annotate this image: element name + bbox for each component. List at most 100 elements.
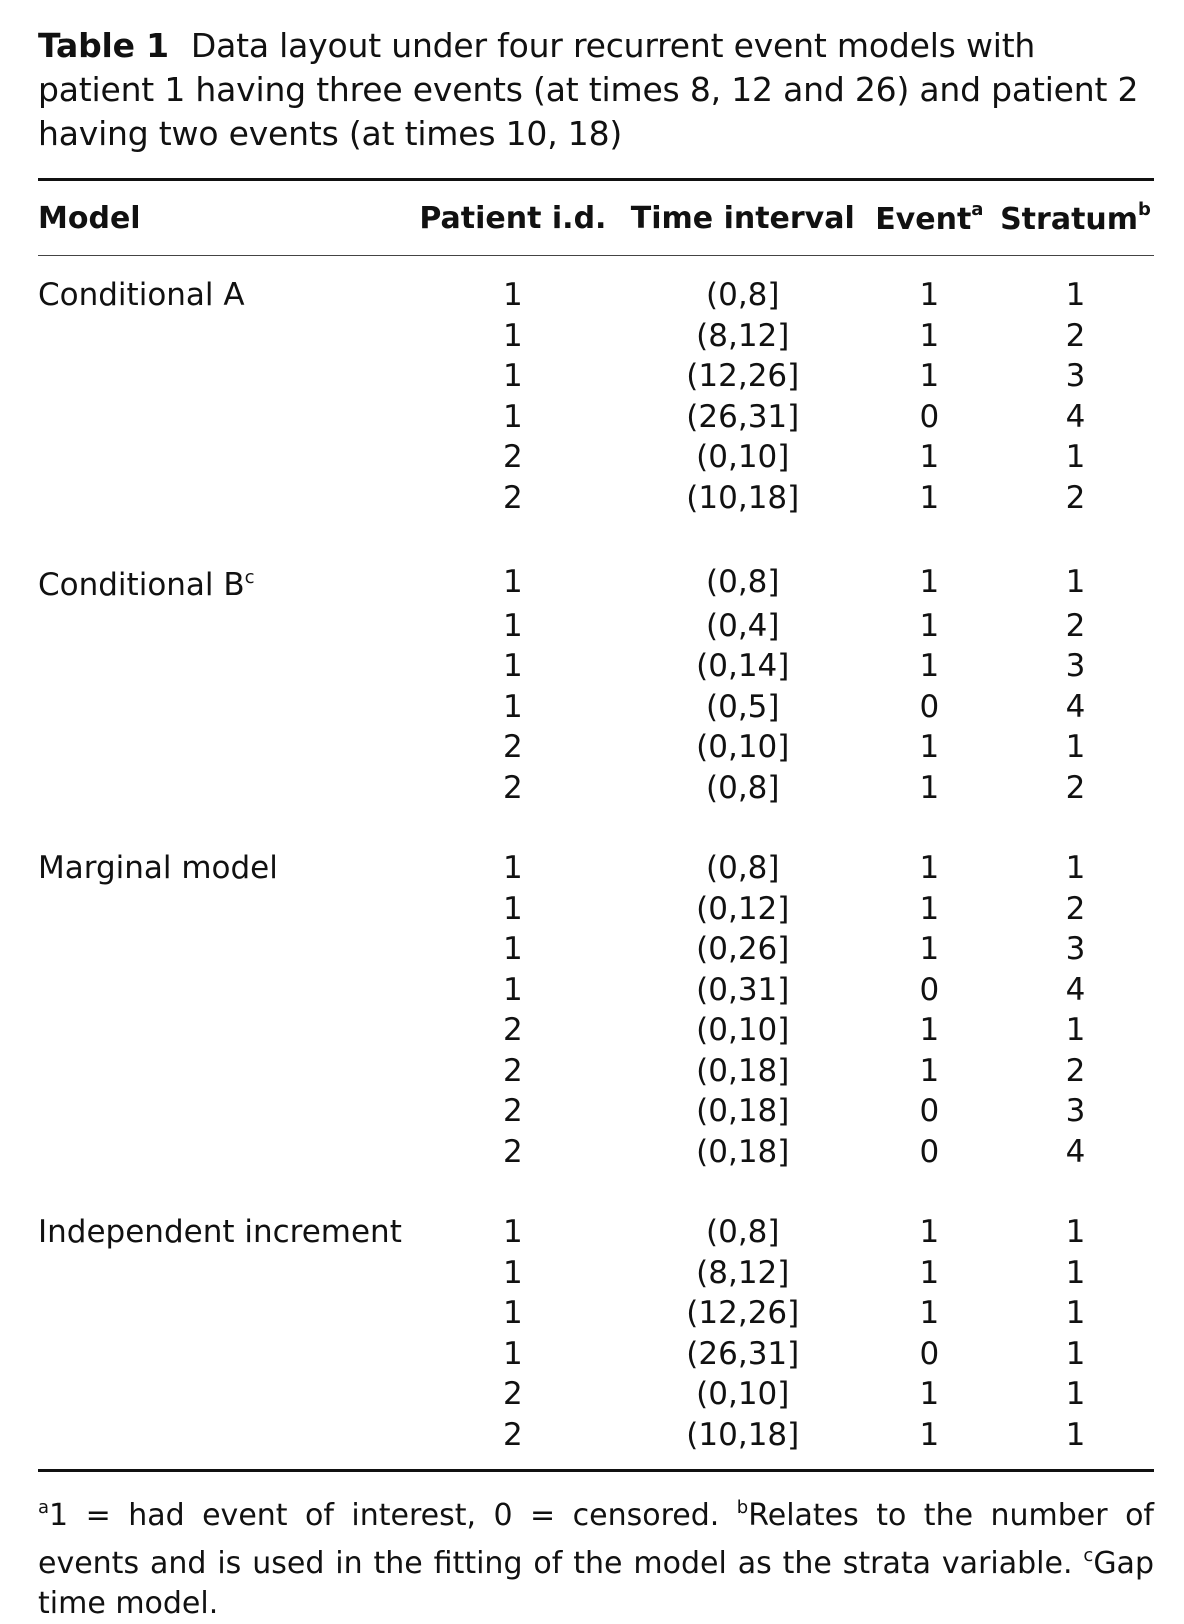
time-interval-cell: (0,18] xyxy=(696,1093,790,1129)
patient-id-cell: 2 xyxy=(503,479,523,516)
footnote-mark: b xyxy=(736,1497,749,1518)
event-cell: 1 xyxy=(919,439,940,475)
patient-id-cell: 2 xyxy=(503,1416,523,1453)
model-name-cell: Conditional A xyxy=(38,275,402,316)
table-row: 2 (0,18] 0 4 xyxy=(38,1132,1154,1173)
patient-id-cell: 2 xyxy=(503,1012,523,1048)
event-cell: 1 xyxy=(919,1416,940,1453)
model-name: Independent increment xyxy=(38,1214,402,1250)
patient-id-cell: 1 xyxy=(503,1295,523,1331)
table-row: 1 (12,26] 1 3 xyxy=(38,356,1154,397)
patient-id-cell: 2 xyxy=(503,769,523,806)
table-footnotes: a1 = had event of interest, 0 = censored… xyxy=(38,1488,1154,1624)
patient-id-cell: 2 xyxy=(503,1093,523,1129)
stratum-cell: 2 xyxy=(1065,479,1086,516)
stratum-cell: 1 xyxy=(1065,1335,1086,1372)
table-row: Conditional A 1 (0,8] 1 1 xyxy=(38,275,1154,316)
top-rule xyxy=(38,178,1154,181)
table-row: 1 (0,31] 0 4 xyxy=(38,970,1154,1011)
event-cell: 1 xyxy=(919,1052,940,1089)
model-name: Marginal model xyxy=(38,850,278,886)
time-interval-cell: (0,8] xyxy=(706,563,780,600)
bottom-rule xyxy=(38,1469,1154,1472)
model-empty-cell xyxy=(38,889,402,930)
model-empty-cell xyxy=(38,687,402,728)
header-model: Model xyxy=(38,200,141,236)
model-empty-cell xyxy=(38,768,402,809)
patient-id-cell: 1 xyxy=(503,317,523,354)
table-row: Independent increment 1 (0,8] 1 1 xyxy=(38,1212,1154,1253)
event-cell: 1 xyxy=(919,1295,940,1331)
time-interval-cell: (0,10] xyxy=(696,439,790,475)
table-row: 2 (10,18] 1 2 xyxy=(38,478,1154,519)
time-interval-cell: (12,26] xyxy=(686,1295,800,1331)
patient-id-cell: 1 xyxy=(503,931,523,967)
footnote-mark: c xyxy=(1083,1545,1094,1566)
event-cell: 1 xyxy=(919,729,940,765)
table-row: 1 (0,14] 1 3 xyxy=(38,646,1154,687)
patient-id-cell: 2 xyxy=(503,439,523,475)
event-cell: 1 xyxy=(919,563,940,600)
stratum-cell: 1 xyxy=(1065,729,1086,765)
time-interval-cell: (0,8] xyxy=(706,850,780,886)
header-interval: Time interval xyxy=(630,200,855,236)
model-empty-cell xyxy=(38,727,402,768)
stratum-cell: 1 xyxy=(1065,277,1086,313)
header-stratum-footnote-mark: b xyxy=(1138,199,1151,220)
stratum-cell: 1 xyxy=(1065,1376,1086,1412)
table-row: 2 (0,10] 1 1 xyxy=(38,1374,1154,1415)
stratum-cell: 4 xyxy=(1065,398,1086,435)
time-interval-cell: (0,10] xyxy=(696,1012,790,1048)
header-patient: Patient i.d. xyxy=(419,200,607,236)
event-cell: 1 xyxy=(919,1254,940,1291)
time-interval-cell: (0,10] xyxy=(696,729,790,765)
model-empty-cell xyxy=(38,929,402,970)
patient-id-cell: 1 xyxy=(503,563,523,600)
event-cell: 0 xyxy=(919,398,940,435)
event-cell: 1 xyxy=(919,769,940,806)
table-row: 2 (0,18] 0 3 xyxy=(38,1091,1154,1132)
model-empty-cell xyxy=(38,1374,402,1415)
stratum-cell: 4 xyxy=(1065,688,1086,725)
model-name-cell: Conditional Bc xyxy=(38,558,402,606)
time-interval-cell: (8,12] xyxy=(696,1254,790,1291)
model-footnote-mark: c xyxy=(244,567,255,588)
table-row: 1 (0,5] 0 4 xyxy=(38,687,1154,728)
event-cell: 0 xyxy=(919,1335,940,1372)
data-table: Model Patient i.d. Time interval Eventa … xyxy=(38,181,1154,1455)
patient-id-cell: 1 xyxy=(503,1335,523,1372)
time-interval-cell: (0,18] xyxy=(696,1133,790,1170)
model-name-cell: Marginal model xyxy=(38,848,402,889)
time-interval-cell: (0,5] xyxy=(706,688,780,725)
time-interval-cell: (26,31] xyxy=(686,398,800,435)
model-empty-cell xyxy=(38,478,402,519)
model-empty-cell xyxy=(38,970,402,1011)
table-row: Marginal model 1 (0,8] 1 1 xyxy=(38,848,1154,889)
model-empty-cell xyxy=(38,1091,402,1132)
event-cell: 1 xyxy=(919,479,940,516)
stratum-cell: 1 xyxy=(1065,850,1086,886)
table-caption: Table 1 Data layout under four recurrent … xyxy=(38,24,1154,156)
model-name: Conditional A xyxy=(38,277,245,313)
stratum-cell: 1 xyxy=(1065,1214,1086,1250)
header-event-label: Event xyxy=(875,202,972,237)
event-cell: 1 xyxy=(919,607,940,644)
table-row: Conditional Bc 1 (0,8] 1 1 xyxy=(38,558,1154,606)
stratum-cell: 3 xyxy=(1065,1093,1086,1129)
model-name-cell: Independent increment xyxy=(38,1212,402,1253)
patient-id-cell: 1 xyxy=(503,398,523,435)
patient-id-cell: 1 xyxy=(503,1254,523,1291)
model-empty-cell xyxy=(38,316,402,357)
stratum-cell: 1 xyxy=(1065,1254,1086,1291)
time-interval-cell: (0,4] xyxy=(706,607,780,644)
patient-id-cell: 1 xyxy=(503,890,523,927)
time-interval-cell: (26,31] xyxy=(686,1335,800,1372)
event-cell: 1 xyxy=(919,277,940,313)
stratum-cell: 1 xyxy=(1065,563,1086,600)
stratum-cell: 2 xyxy=(1065,1052,1086,1089)
header-event: Eventa xyxy=(862,181,997,256)
event-cell: 0 xyxy=(919,1093,940,1129)
stratum-cell: 2 xyxy=(1065,890,1086,927)
caption-text: Data layout under four recurrent event m… xyxy=(38,26,1139,153)
patient-id-cell: 1 xyxy=(503,688,523,725)
